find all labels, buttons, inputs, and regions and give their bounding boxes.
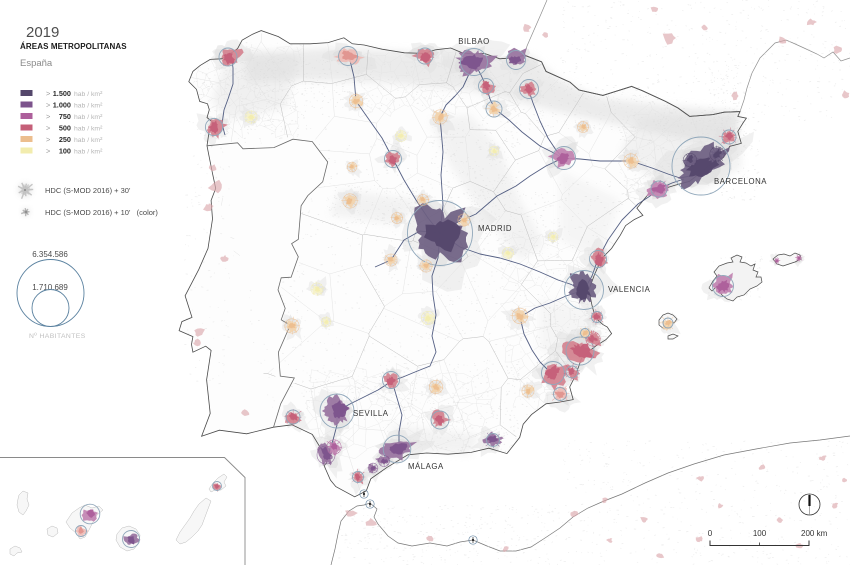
svg-text:hab / km²: hab / km² xyxy=(74,149,103,156)
svg-text:España: España xyxy=(20,58,53,69)
svg-text:750: 750 xyxy=(59,112,71,121)
svg-text:0: 0 xyxy=(708,529,713,538)
svg-text:VALENCIA: VALENCIA xyxy=(608,285,651,294)
svg-text:2019: 2019 xyxy=(26,24,59,41)
svg-text:hab / km²: hab / km² xyxy=(74,91,103,98)
svg-text:6.354.586: 6.354.586 xyxy=(32,250,68,259)
svg-text:100: 100 xyxy=(59,147,71,156)
svg-text:MADRID: MADRID xyxy=(478,224,512,233)
svg-text:hab / km²: hab / km² xyxy=(74,103,103,110)
svg-text:ÁREAS METROPOLITANAS: ÁREAS METROPOLITANAS xyxy=(20,42,127,51)
svg-text:250: 250 xyxy=(59,135,71,144)
svg-text:hab / km²: hab / km² xyxy=(74,126,103,133)
svg-text:500: 500 xyxy=(59,124,71,133)
svg-text:hab / km²: hab / km² xyxy=(74,137,103,144)
svg-text:HDC (S-MOD 2016) + 10' (colo: HDC (S-MOD 2016) + 10' (color) xyxy=(45,208,158,217)
svg-text:hab / km²: hab / km² xyxy=(74,114,103,121)
svg-text:>: > xyxy=(46,112,51,121)
svg-text:Nº HABITANTES: Nº HABITANTES xyxy=(29,333,86,340)
svg-text:>: > xyxy=(46,124,51,133)
svg-text:BARCELONA: BARCELONA xyxy=(714,177,767,186)
svg-text:>: > xyxy=(46,135,51,144)
svg-text:>: > xyxy=(46,89,51,98)
svg-text:200 km: 200 km xyxy=(801,529,828,538)
svg-text:100: 100 xyxy=(753,529,767,538)
svg-text:SEVILLA: SEVILLA xyxy=(353,409,389,418)
svg-text:>: > xyxy=(46,101,51,110)
svg-text:MÁLAGA: MÁLAGA xyxy=(408,462,444,471)
svg-text:1.500: 1.500 xyxy=(53,89,71,98)
svg-text:HDC (S-MOD 2016) + 30': HDC (S-MOD 2016) + 30' xyxy=(45,186,131,195)
svg-text:1.000: 1.000 xyxy=(53,101,71,110)
svg-text:>: > xyxy=(46,147,51,156)
svg-text:BILBAO: BILBAO xyxy=(458,37,489,46)
svg-text:1.710.689: 1.710.689 xyxy=(32,283,68,292)
